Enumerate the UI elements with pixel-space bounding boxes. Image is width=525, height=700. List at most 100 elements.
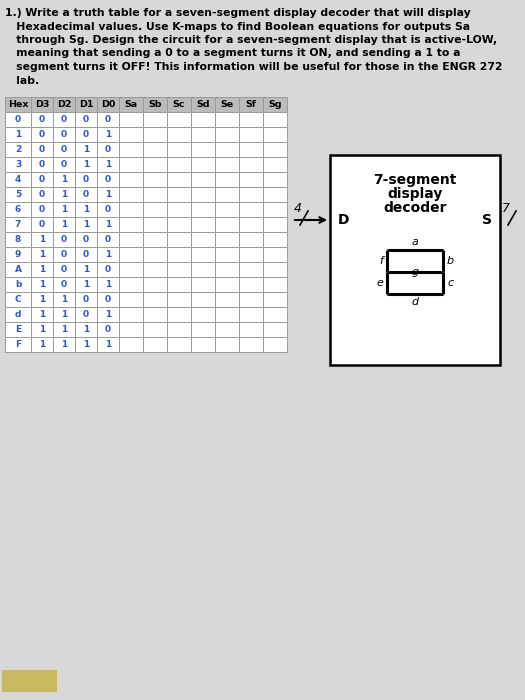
Bar — [239, 202, 263, 217]
Text: Hexadecimal values. Use K-maps to find Boolean equations for outputs Sa: Hexadecimal values. Use K-maps to find B… — [5, 22, 470, 32]
Bar — [167, 187, 191, 202]
Bar — [143, 307, 167, 322]
Text: 1: 1 — [39, 295, 45, 304]
Bar — [97, 187, 119, 202]
Bar — [119, 217, 143, 232]
Bar — [143, 172, 167, 187]
Text: 4: 4 — [294, 202, 302, 215]
Bar — [75, 232, 97, 247]
Text: 0: 0 — [39, 220, 45, 229]
Text: b: b — [15, 280, 21, 289]
Bar — [263, 232, 287, 247]
Text: 1: 1 — [83, 145, 89, 154]
Bar — [215, 247, 239, 262]
Text: 3: 3 — [15, 160, 21, 169]
Bar — [191, 262, 215, 277]
Text: 0: 0 — [105, 205, 111, 214]
Bar — [75, 97, 97, 112]
Text: lab.: lab. — [5, 76, 39, 85]
Bar — [263, 337, 287, 352]
Bar — [53, 142, 75, 157]
Bar — [31, 112, 53, 127]
Bar — [31, 157, 53, 172]
Bar — [239, 337, 263, 352]
Text: 0: 0 — [61, 160, 67, 169]
Text: Sb: Sb — [148, 100, 162, 109]
Bar — [239, 232, 263, 247]
Text: 1: 1 — [105, 280, 111, 289]
Text: 1: 1 — [105, 250, 111, 259]
Text: 5: 5 — [15, 190, 21, 199]
Bar — [143, 247, 167, 262]
Bar — [239, 187, 263, 202]
Bar — [215, 232, 239, 247]
Bar — [215, 202, 239, 217]
Bar — [97, 172, 119, 187]
Text: 0: 0 — [105, 265, 111, 274]
Bar — [97, 232, 119, 247]
Bar — [215, 127, 239, 142]
Text: e: e — [376, 278, 383, 288]
Bar — [97, 337, 119, 352]
Text: 0: 0 — [15, 115, 21, 124]
Bar — [239, 127, 263, 142]
Bar — [31, 127, 53, 142]
Bar — [263, 127, 287, 142]
Bar — [263, 292, 287, 307]
Bar — [2, 670, 57, 692]
Text: 1: 1 — [105, 190, 111, 199]
Bar — [167, 232, 191, 247]
Bar — [167, 172, 191, 187]
Bar — [5, 307, 31, 322]
Bar — [263, 277, 287, 292]
Bar — [239, 172, 263, 187]
Text: 1: 1 — [61, 340, 67, 349]
Bar — [239, 247, 263, 262]
Bar — [5, 322, 31, 337]
Bar — [239, 112, 263, 127]
Bar — [119, 292, 143, 307]
Text: 0: 0 — [39, 130, 45, 139]
Text: 0: 0 — [83, 190, 89, 199]
Text: 0: 0 — [61, 265, 67, 274]
Text: 4: 4 — [15, 175, 21, 184]
Bar — [75, 112, 97, 127]
Bar — [167, 277, 191, 292]
Text: 1: 1 — [61, 175, 67, 184]
Bar — [143, 202, 167, 217]
Bar — [167, 217, 191, 232]
Text: g: g — [412, 267, 418, 277]
Bar — [5, 247, 31, 262]
Text: 1: 1 — [39, 325, 45, 334]
Bar — [97, 112, 119, 127]
Text: 1: 1 — [83, 325, 89, 334]
Text: 0: 0 — [83, 130, 89, 139]
Bar — [239, 262, 263, 277]
Bar — [167, 142, 191, 157]
Text: 0: 0 — [105, 175, 111, 184]
Bar — [263, 142, 287, 157]
Bar — [119, 232, 143, 247]
Bar — [263, 217, 287, 232]
Bar — [143, 232, 167, 247]
Text: 1: 1 — [61, 220, 67, 229]
Bar — [119, 322, 143, 337]
Text: 0: 0 — [61, 235, 67, 244]
Text: Sd: Sd — [196, 100, 210, 109]
Text: d: d — [412, 297, 418, 307]
Bar — [53, 277, 75, 292]
Bar — [215, 157, 239, 172]
Bar — [75, 322, 97, 337]
Bar — [5, 97, 31, 112]
Bar — [53, 322, 75, 337]
Bar — [5, 277, 31, 292]
Bar — [263, 202, 287, 217]
Bar — [119, 142, 143, 157]
Bar — [5, 202, 31, 217]
Text: c: c — [447, 278, 453, 288]
Text: 0: 0 — [105, 325, 111, 334]
Bar — [191, 202, 215, 217]
Bar — [31, 142, 53, 157]
Bar — [191, 307, 215, 322]
Bar — [75, 217, 97, 232]
